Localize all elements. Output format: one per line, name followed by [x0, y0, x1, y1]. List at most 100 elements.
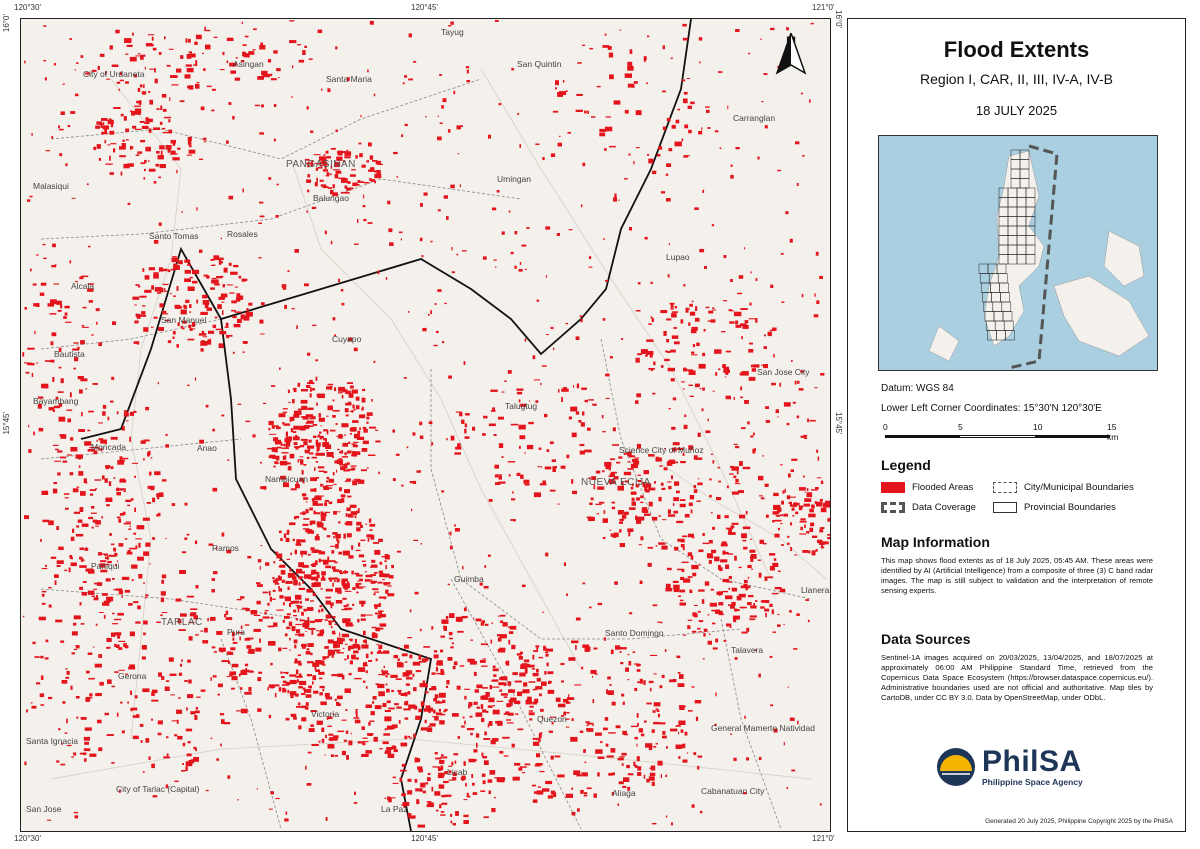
flood-patch [79, 752, 85, 755]
flood-patch [99, 681, 104, 686]
flood-patch [301, 643, 307, 647]
overview-inset-map[interactable] [878, 135, 1158, 371]
flood-patch [718, 480, 721, 483]
flood-patch [782, 490, 785, 494]
flood-patch [524, 268, 527, 270]
flood-patch [306, 106, 309, 110]
flood-patch [306, 210, 308, 213]
flood-patch [273, 138, 276, 142]
flood-patch [284, 633, 288, 637]
flood-patch [660, 310, 668, 314]
flood-patch [588, 477, 591, 479]
flood-patch [299, 680, 307, 686]
flood-patch [414, 591, 419, 595]
flood-patch [491, 207, 497, 211]
flood-patch [349, 645, 354, 650]
flood-patch [322, 442, 327, 446]
flood-patch [635, 484, 639, 488]
flood-patch [302, 416, 309, 420]
flood-patch [781, 544, 784, 546]
flood-patch [815, 251, 819, 256]
flood-patch [332, 713, 335, 715]
flood-patch [472, 426, 476, 431]
flood-patch [332, 399, 335, 402]
flood-patch [342, 597, 347, 600]
flood-patch [343, 533, 346, 539]
flood-patch [820, 480, 824, 485]
flood-patch [313, 549, 319, 553]
flood-patch [50, 341, 54, 346]
flood-patch [344, 489, 350, 493]
flood-patch [132, 707, 138, 711]
flood-patch [437, 289, 442, 292]
flood-patch [707, 640, 712, 645]
flood-patch [415, 788, 423, 792]
flood-patch [593, 484, 596, 490]
flood-patch [635, 310, 641, 312]
flood-patch [819, 542, 825, 545]
flood-patch [142, 268, 145, 272]
flood-patch [588, 399, 594, 401]
flood-patch [383, 582, 391, 585]
flood-patch [321, 484, 324, 486]
flood-patch [733, 618, 737, 623]
flood-patch [392, 478, 396, 481]
flood-patch [69, 260, 72, 264]
flood-patch [624, 73, 632, 78]
flood-patch [75, 454, 83, 459]
flood-patch [70, 685, 73, 690]
flood-patch [121, 459, 125, 462]
flood-patch [664, 447, 666, 450]
flood-patch [295, 618, 298, 621]
flood-patch [73, 511, 81, 514]
flood-patch [359, 600, 366, 605]
flood-patch [117, 635, 121, 639]
flood-patch [327, 716, 333, 719]
philsa-logo: PhilSA Philippine Space Agency [936, 747, 1083, 787]
flood-patch [483, 816, 489, 819]
flood-patch [386, 725, 394, 730]
flood-patch [235, 57, 238, 59]
flood-patch [412, 673, 415, 677]
flood-patch [267, 602, 270, 606]
flood-patch [232, 351, 235, 354]
flood-patch [142, 305, 146, 307]
flood-patch [386, 747, 393, 750]
flood-patch [383, 665, 385, 669]
flood-patch [604, 148, 607, 151]
flood-patch [693, 752, 697, 755]
flood-patch [341, 578, 348, 582]
flood-patch [127, 701, 129, 704]
flood-patch [358, 554, 365, 558]
flood-patch [291, 416, 295, 421]
flood-patch [617, 757, 624, 761]
flood-patch [329, 173, 332, 176]
flood-patch [627, 528, 634, 532]
flood-patch [161, 479, 167, 482]
flood-patch [668, 408, 671, 410]
flood-patch [306, 607, 314, 611]
flood-patch [259, 638, 261, 643]
flood-patch [113, 107, 121, 109]
flood-patch [339, 464, 345, 466]
flood-patch [351, 389, 358, 394]
flood-patch [271, 447, 277, 452]
flood-patch [682, 37, 688, 41]
flood-patch [463, 820, 469, 824]
flood-patch [450, 184, 455, 189]
map-title: Flood Extents [943, 37, 1090, 62]
flood-patch [549, 489, 556, 492]
flood-patch [289, 568, 292, 572]
flood-patch [97, 719, 102, 724]
flood-patch [443, 195, 448, 199]
flood-patch [451, 761, 454, 766]
flood-patch [501, 231, 505, 235]
flood-patch [84, 547, 89, 551]
flood-patch [747, 595, 754, 598]
flood-patch [528, 681, 536, 683]
flood-patch [137, 87, 141, 92]
flood-patch [374, 604, 378, 609]
flood-patch [671, 313, 677, 318]
flood-patch [736, 595, 742, 601]
